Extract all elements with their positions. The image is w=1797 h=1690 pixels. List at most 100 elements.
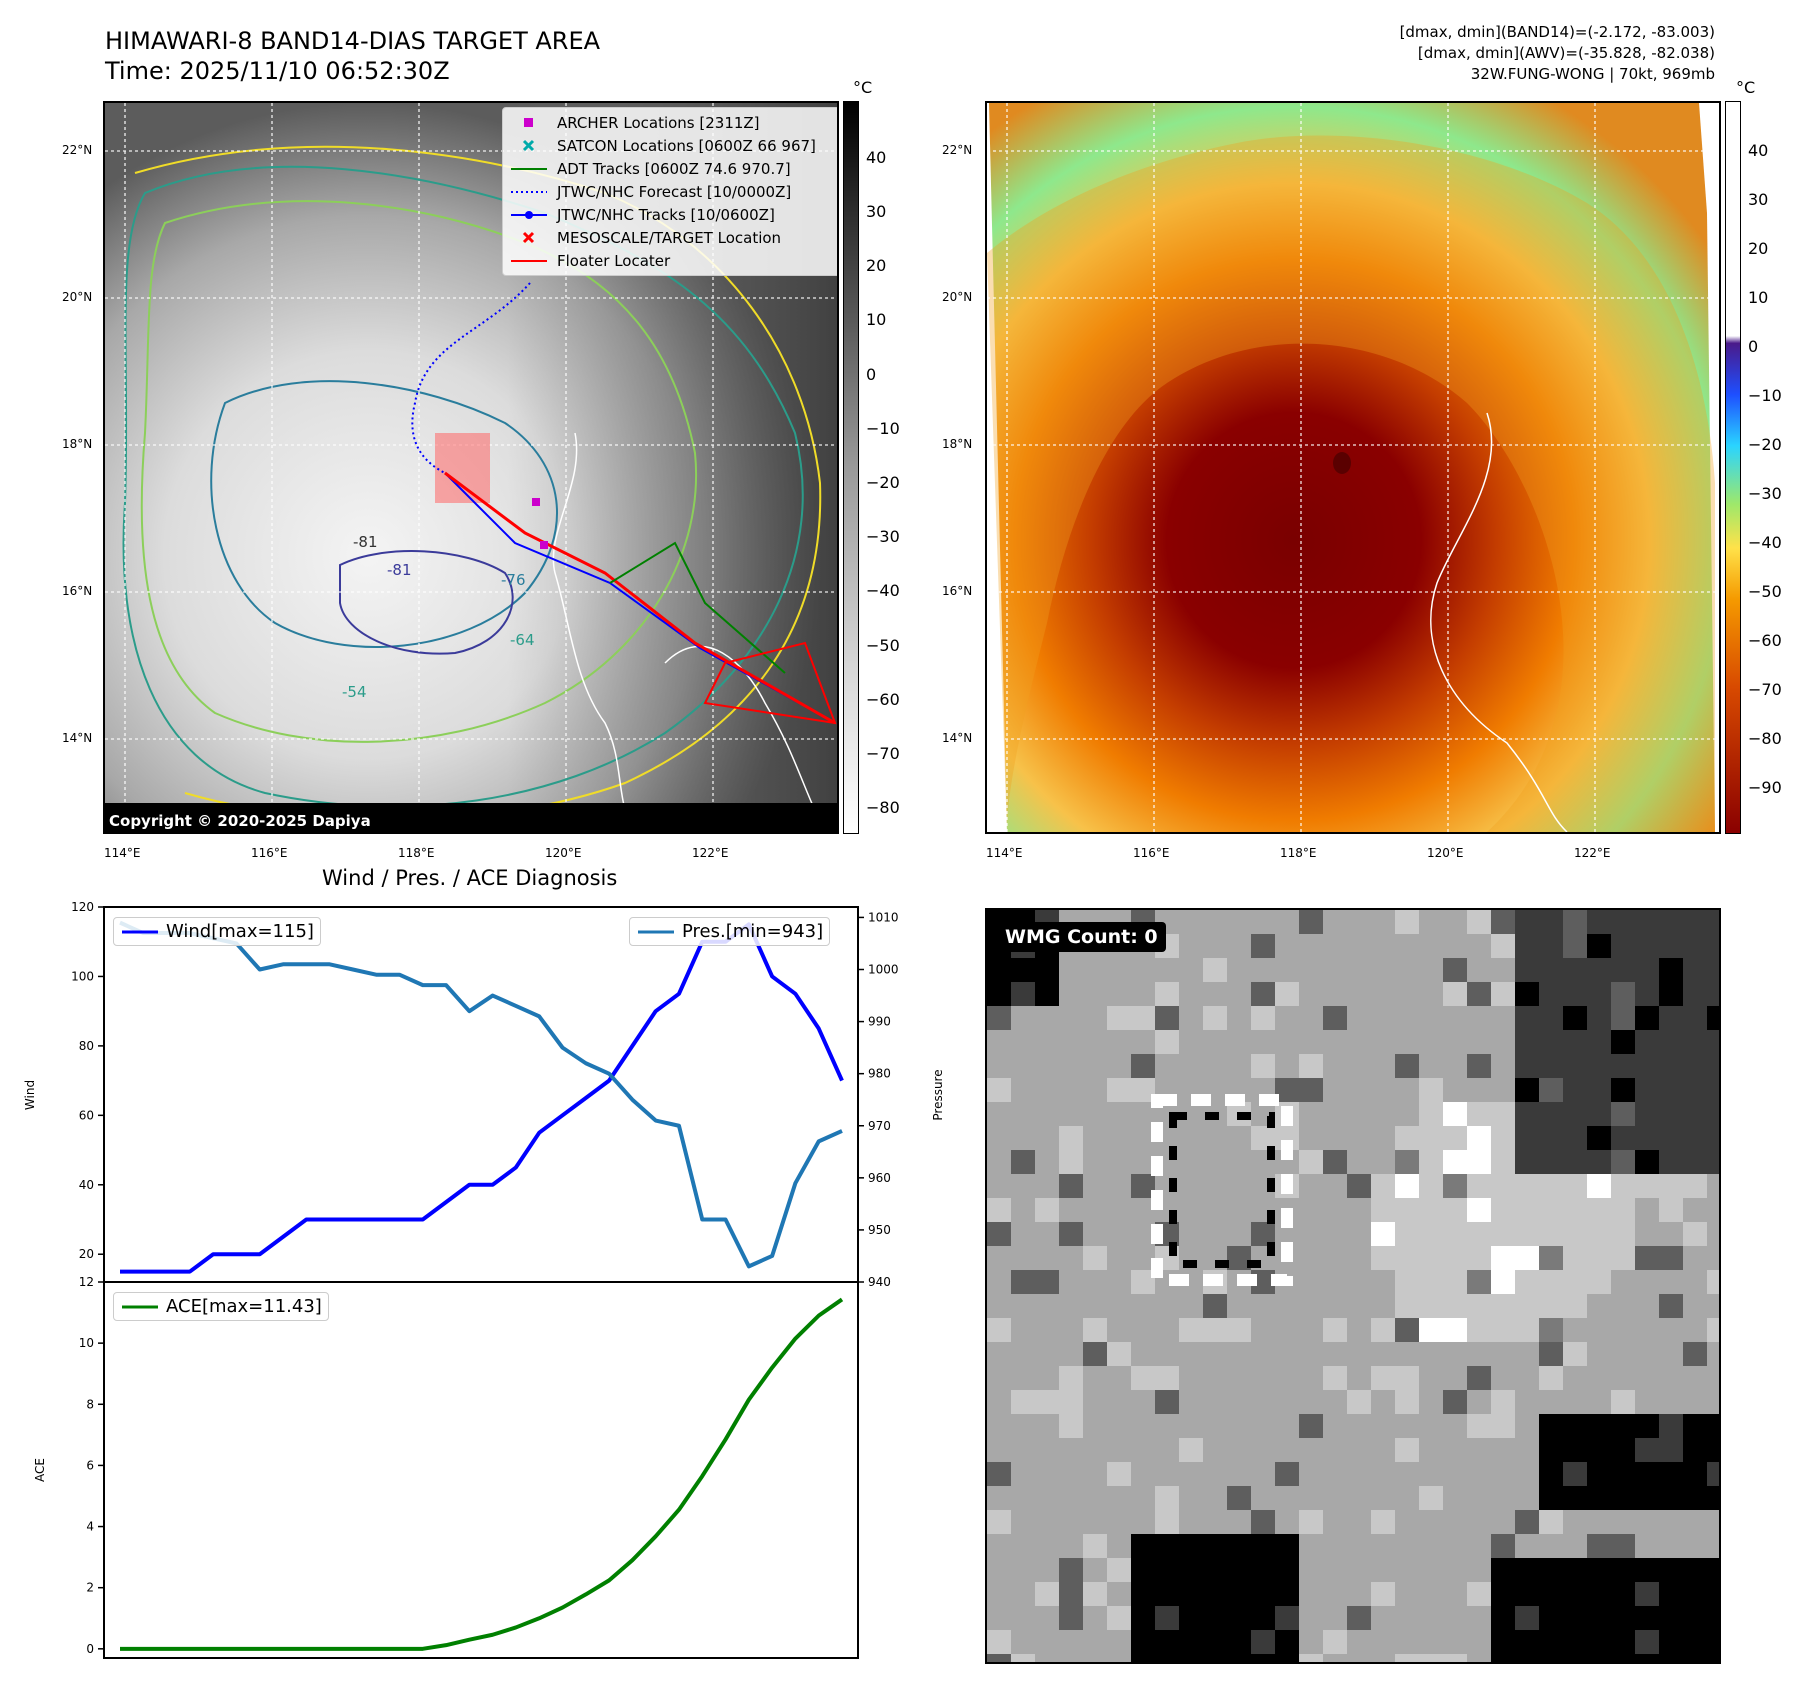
wmg-cell bbox=[1035, 1414, 1059, 1438]
wmg-cell bbox=[1587, 982, 1611, 1006]
wmg-cell bbox=[1587, 1198, 1611, 1222]
wmg-cell bbox=[1323, 1654, 1347, 1662]
wmg-cell bbox=[1563, 1630, 1587, 1654]
wmg-cell bbox=[1419, 910, 1443, 934]
wmg-cell bbox=[1515, 1126, 1539, 1150]
red-line-icon bbox=[511, 259, 547, 262]
wmg-cell bbox=[1179, 934, 1203, 958]
wmg-cell bbox=[1155, 1582, 1179, 1606]
wmg-cell bbox=[1707, 1030, 1719, 1054]
wmg-cell bbox=[1515, 1102, 1539, 1126]
wmg-cell bbox=[1323, 1462, 1347, 1486]
wmg-cell bbox=[1515, 1222, 1539, 1246]
wmg-cell bbox=[1107, 1054, 1131, 1078]
wmg-cell bbox=[1251, 1030, 1275, 1054]
wmg-cell bbox=[1539, 1414, 1563, 1438]
wmg-cell bbox=[1515, 982, 1539, 1006]
wmg-cell bbox=[1467, 958, 1491, 982]
wmg-cell bbox=[1371, 958, 1395, 982]
lat-label: 14°N bbox=[62, 731, 93, 745]
wmg-cell bbox=[1515, 1246, 1539, 1270]
wmg-cell bbox=[1515, 1414, 1539, 1438]
wmg-cell bbox=[1563, 1318, 1587, 1342]
x-marker-red-icon bbox=[522, 231, 535, 243]
wmg-cell bbox=[1587, 1582, 1611, 1606]
wmg-cell bbox=[1275, 934, 1299, 958]
wmg-cell bbox=[1491, 1414, 1515, 1438]
wmg-cell bbox=[1491, 1078, 1515, 1102]
x-marker-cyan-icon bbox=[522, 139, 535, 151]
wmg-cell bbox=[1323, 1006, 1347, 1030]
wmg-cell bbox=[1611, 1222, 1635, 1246]
wmg-cell bbox=[1611, 1342, 1635, 1366]
wmg-cell bbox=[1419, 1630, 1443, 1654]
wmg-cell bbox=[1131, 1558, 1155, 1582]
wmg-cell bbox=[1563, 1390, 1587, 1414]
wmg-cell bbox=[1491, 1366, 1515, 1390]
wmg-cell bbox=[1035, 1654, 1059, 1662]
wmg-cell bbox=[1707, 910, 1719, 934]
wmg-cell bbox=[1179, 1462, 1203, 1486]
pressure-tick-label: 940 bbox=[868, 1275, 891, 1289]
wmg-cell bbox=[1539, 982, 1563, 1006]
wmg-cell bbox=[1059, 1102, 1083, 1126]
wmg-cell bbox=[1491, 1486, 1515, 1510]
wmg-cell bbox=[1347, 1630, 1371, 1654]
wmg-cell bbox=[1515, 1486, 1539, 1510]
wmg-cell bbox=[1227, 1318, 1251, 1342]
wmg-cell bbox=[1083, 1606, 1107, 1630]
wmg-cell bbox=[1371, 1270, 1395, 1294]
wmg-cell bbox=[1395, 1558, 1419, 1582]
wmg-cell bbox=[1443, 1054, 1467, 1078]
wmg-cell bbox=[1299, 1126, 1323, 1150]
wmg-cell bbox=[1347, 1150, 1371, 1174]
wmg-cell bbox=[1035, 1486, 1059, 1510]
lat-label: 16°N bbox=[62, 584, 93, 598]
wmg-cell bbox=[1299, 1606, 1323, 1630]
wmg-cell bbox=[1299, 1366, 1323, 1390]
wmg-cell bbox=[1083, 1366, 1107, 1390]
wmg-cell bbox=[1419, 1558, 1443, 1582]
dotted-blue-line-icon bbox=[511, 190, 547, 193]
wmg-cell bbox=[1155, 1462, 1179, 1486]
wmg-cell bbox=[1299, 1222, 1323, 1246]
wmg-cell bbox=[1059, 1558, 1083, 1582]
steelblue-line-icon bbox=[638, 930, 674, 933]
wind-axis-label: Wind bbox=[23, 1080, 37, 1110]
wmg-cell bbox=[1227, 1150, 1251, 1174]
wmg-cell bbox=[1227, 958, 1251, 982]
wmg-cell bbox=[1659, 1390, 1683, 1414]
wmg-cell bbox=[1467, 1342, 1491, 1366]
wmg-cell bbox=[1563, 958, 1587, 982]
wmg-cell bbox=[1683, 1606, 1707, 1630]
wmg-cell bbox=[1083, 1510, 1107, 1534]
wmg-cell bbox=[1467, 1654, 1491, 1662]
wmg-cell bbox=[1587, 1174, 1611, 1198]
wmg-cell bbox=[1707, 1102, 1719, 1126]
wmg-cell bbox=[1035, 1102, 1059, 1126]
wmg-cell bbox=[1539, 1030, 1563, 1054]
info-band14: [dmax, dmin](BAND14)=(-2.172, -83.003) bbox=[1399, 23, 1715, 41]
wmg-cell bbox=[1395, 1294, 1419, 1318]
wmg-cell bbox=[1443, 910, 1467, 934]
wmg-cell bbox=[1347, 1030, 1371, 1054]
wmg-cell bbox=[1707, 1342, 1719, 1366]
wmg-cell bbox=[987, 1078, 1011, 1102]
wmg-cell bbox=[1707, 1606, 1719, 1630]
wmg-cell bbox=[1659, 934, 1683, 958]
wmg-cell bbox=[1611, 1606, 1635, 1630]
wmg-cell bbox=[1203, 1006, 1227, 1030]
wmg-cell bbox=[1107, 1078, 1131, 1102]
wmg-cell bbox=[1587, 1654, 1611, 1662]
wmg-cell bbox=[1419, 1246, 1443, 1270]
wmg-cell bbox=[1683, 982, 1707, 1006]
wmg-cell bbox=[1395, 1390, 1419, 1414]
awv-map-image bbox=[987, 103, 1719, 832]
pressure-tick-label: 1000 bbox=[868, 963, 899, 977]
lon-label: 114°E bbox=[986, 846, 1023, 860]
lon-label: 118°E bbox=[1280, 846, 1317, 860]
wmg-cell bbox=[1683, 1006, 1707, 1030]
wmg-cell bbox=[1587, 1246, 1611, 1270]
wmg-cell bbox=[1035, 1390, 1059, 1414]
wmg-cell bbox=[1371, 1366, 1395, 1390]
